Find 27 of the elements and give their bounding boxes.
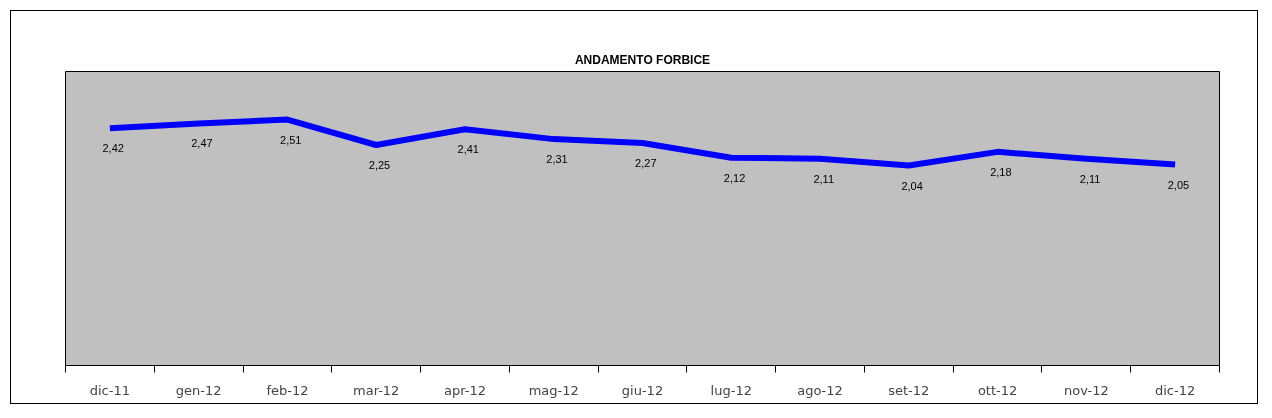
data-label: 2,11	[1079, 172, 1101, 185]
x-tick-label: mar-12	[353, 382, 400, 398]
x-tick-label: ott-12	[977, 382, 1018, 398]
chart-title: ANDAMENTO FORBICE	[574, 52, 711, 67]
x-tick-label: nov-12	[1063, 382, 1109, 398]
data-label: 2,41	[457, 143, 479, 156]
data-label: 2,05	[1167, 178, 1190, 191]
x-tick-label: set-12	[888, 382, 930, 398]
data-label: 2,42	[102, 142, 124, 155]
data-label: 2,11	[813, 172, 835, 185]
data-label: 2,25	[368, 159, 391, 171]
data-label: 2,51	[280, 133, 302, 146]
data-label: 2,18	[990, 165, 1012, 178]
x-tick-label: ago-12	[797, 382, 843, 398]
x-tick-label: lug-12	[710, 382, 752, 398]
x-tick-label: apr-12	[443, 382, 486, 398]
x-tick-label: giu-12	[621, 382, 664, 398]
data-label: 2,27	[635, 157, 657, 170]
data-label: 2,12	[723, 171, 746, 184]
x-tick-label: gen-12	[175, 382, 222, 398]
x-tick-label: mag-12	[528, 382, 579, 398]
data-label: 2,47	[191, 137, 213, 150]
data-label: 2,04	[901, 179, 923, 192]
data-label: 2,31	[546, 153, 568, 166]
x-tick-label: feb-12	[266, 382, 309, 398]
x-tick-label: dic-12	[1154, 382, 1196, 398]
x-tick-label: dic-11	[89, 382, 131, 398]
